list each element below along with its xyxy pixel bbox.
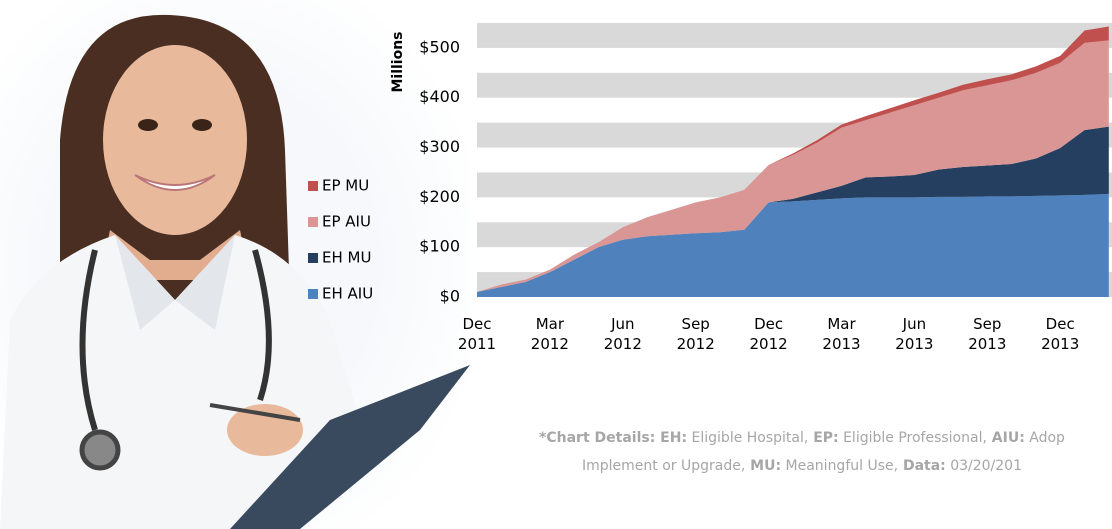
x-tick-label: Dec 2013 [1038, 314, 1082, 354]
x-tick-label: Sep 2012 [674, 314, 718, 354]
x-tick-label: Dec 2011 [455, 314, 499, 354]
x-tick-label: Mar 2013 [820, 314, 864, 354]
footnote: *Chart Details: EH: Eligible Hospital, E… [452, 424, 1112, 480]
y-tick-label: $200 [419, 187, 460, 206]
footnote-text: MU: [745, 458, 781, 474]
footnote-text: 03/20/201 [946, 458, 1022, 474]
y-tick-label: $100 [419, 237, 460, 256]
x-tick-label: Jun 2012 [601, 314, 645, 354]
footnote-text: EH: [655, 430, 687, 446]
x-tick-label: Sep 2013 [965, 314, 1009, 354]
footnote-line: *Chart Details: EH: Eligible Hospital, E… [452, 424, 1112, 452]
legend-label: EP AIU [322, 213, 371, 231]
grid-band [477, 23, 1112, 48]
y-axis-label: Millions [390, 31, 406, 92]
y-tick-label: $300 [419, 137, 460, 156]
y-tick-label: $400 [419, 87, 460, 106]
y-tick-label: $500 [419, 37, 460, 56]
footnote-text: Implement or Upgrade, [582, 458, 745, 474]
legend-swatch [308, 289, 318, 299]
legend-swatch [308, 253, 318, 263]
legend-swatch [308, 217, 318, 227]
footnote-text: Eligible Professional, [839, 430, 987, 446]
footnote-text: AIU: [987, 430, 1025, 446]
footnote-text: Meaningful Use, [781, 458, 898, 474]
footnote-text: Eligible Hospital, [687, 430, 808, 446]
y-tick-label: $0 [440, 287, 460, 306]
footnote-text: Adop [1025, 430, 1065, 446]
legend-swatch [308, 181, 318, 191]
x-tick-label: Jun 2013 [892, 314, 936, 354]
legend-label: EP MU [322, 177, 369, 195]
page: {"chart_data": {"type": "stacked-area", … [0, 0, 1112, 529]
footnote-line: Implement or Upgrade, MU: Meaningful Use… [452, 452, 1112, 480]
footnote-text: Data: [898, 458, 946, 474]
x-tick-label: Mar 2012 [528, 314, 572, 354]
x-tick-label: Dec 2012 [747, 314, 791, 354]
footnote-text: *Chart Details: [539, 430, 655, 446]
footnote-text: EP: [808, 430, 838, 446]
legend-label: EH AIU [322, 285, 373, 303]
legend-label: EH MU [322, 249, 371, 267]
